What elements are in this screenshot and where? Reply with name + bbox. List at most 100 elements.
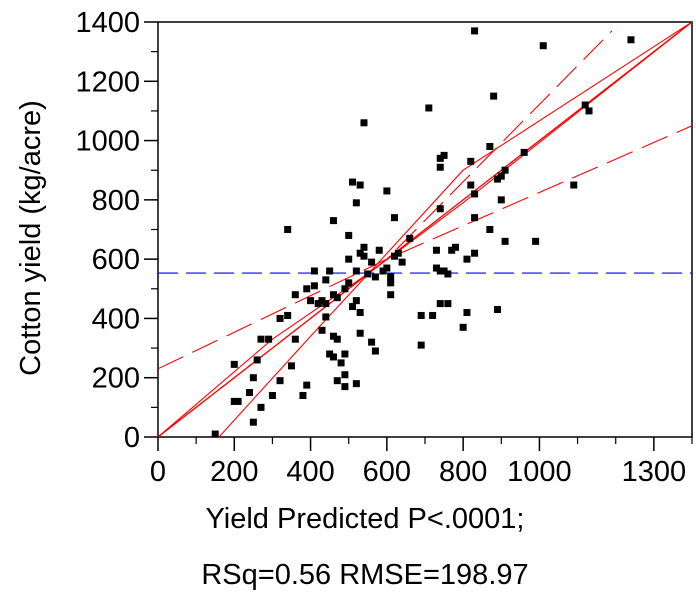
data-point xyxy=(432,264,440,272)
data-point xyxy=(341,350,349,358)
data-point xyxy=(463,309,471,316)
data-point xyxy=(375,246,383,254)
data-point xyxy=(383,264,391,272)
y-tick-label: 400 xyxy=(92,303,140,335)
x-axis-title-line1: Yield Predicted P<.0001; xyxy=(206,503,525,535)
data-point xyxy=(436,267,444,275)
fit-line xyxy=(158,22,692,437)
data-point xyxy=(387,273,395,281)
data-point xyxy=(211,430,219,438)
prediction-band-upper xyxy=(158,30,613,437)
data-point xyxy=(459,323,467,331)
data-point xyxy=(390,252,398,260)
data-point xyxy=(310,267,318,275)
data-point xyxy=(299,392,307,399)
data-point xyxy=(364,270,372,278)
data-point xyxy=(501,237,509,245)
data-point xyxy=(345,231,353,239)
data-point xyxy=(276,314,284,322)
data-point xyxy=(360,119,368,127)
data-point xyxy=(425,104,433,112)
data-point xyxy=(230,360,238,368)
data-point xyxy=(318,326,326,334)
x-tick-label: 1000 xyxy=(507,456,572,488)
data-point xyxy=(585,107,593,115)
data-point xyxy=(341,383,349,391)
data-point xyxy=(314,300,322,308)
data-point xyxy=(249,374,257,382)
data-point xyxy=(333,335,341,343)
data-point xyxy=(486,143,494,150)
data-point xyxy=(276,377,284,385)
data-point xyxy=(440,151,448,159)
data-point xyxy=(230,397,238,405)
data-point xyxy=(356,249,364,257)
data-point xyxy=(627,36,635,44)
y-tick-label: 1400 xyxy=(75,7,140,39)
x-axis: 0 200 400 600 800 1000 1300 xyxy=(150,437,693,488)
data-point xyxy=(329,217,337,225)
data-point xyxy=(291,291,299,299)
data-point xyxy=(417,311,425,319)
data-point xyxy=(352,199,360,207)
fit-lines xyxy=(158,22,692,437)
data-point xyxy=(417,341,425,349)
data-point xyxy=(246,389,254,397)
data-point xyxy=(249,418,257,426)
y-axis-title: Cotton yield (kg/acre) xyxy=(15,100,47,376)
data-point xyxy=(349,303,357,311)
y-tick-label: 1200 xyxy=(75,66,140,98)
data-point xyxy=(570,181,578,189)
data-point xyxy=(387,291,395,299)
data-point xyxy=(341,371,349,379)
data-point xyxy=(493,306,501,314)
data-point xyxy=(444,270,452,278)
data-point xyxy=(268,392,276,399)
data-points xyxy=(211,27,635,438)
data-point xyxy=(539,42,547,50)
y-axis: 0 200 400 600 800 1000 1200 1400 xyxy=(75,7,158,454)
data-point xyxy=(303,381,311,389)
data-point xyxy=(303,285,311,293)
data-point xyxy=(318,297,326,305)
data-point xyxy=(341,285,349,293)
data-point xyxy=(352,267,360,275)
data-point xyxy=(486,226,494,233)
data-point xyxy=(467,181,475,189)
y-tick-label: 800 xyxy=(92,185,140,217)
data-point xyxy=(390,214,398,222)
data-point xyxy=(436,154,444,162)
data-point xyxy=(471,27,479,35)
x-axis-title-line2: RSq=0.56 RMSE=198.97 xyxy=(201,559,528,591)
data-point xyxy=(265,335,273,343)
data-point xyxy=(322,276,330,284)
prediction-band-lower xyxy=(158,125,692,370)
data-point xyxy=(436,205,444,213)
x-tick-label: 800 xyxy=(439,456,487,488)
data-point xyxy=(371,347,379,355)
data-point xyxy=(463,255,471,263)
data-point xyxy=(310,282,318,290)
y-tick-label: 0 xyxy=(124,422,140,454)
y-tick-label: 600 xyxy=(92,244,140,276)
data-point xyxy=(379,267,387,275)
data-point xyxy=(326,267,334,275)
data-point xyxy=(284,311,292,319)
data-point xyxy=(394,249,402,257)
data-point xyxy=(288,362,295,370)
data-point xyxy=(360,252,368,260)
y-tick-label: 200 xyxy=(92,363,140,395)
data-point xyxy=(490,92,498,100)
data-point xyxy=(452,243,460,251)
data-point xyxy=(329,332,337,340)
data-point xyxy=(257,335,265,343)
data-point xyxy=(444,300,452,308)
data-point xyxy=(333,294,341,302)
data-point xyxy=(440,267,448,275)
data-point xyxy=(581,101,589,109)
data-point xyxy=(352,297,360,305)
data-point xyxy=(520,148,528,156)
data-point xyxy=(356,309,364,316)
data-point xyxy=(532,237,540,245)
x-tick-label: 200 xyxy=(210,456,258,488)
